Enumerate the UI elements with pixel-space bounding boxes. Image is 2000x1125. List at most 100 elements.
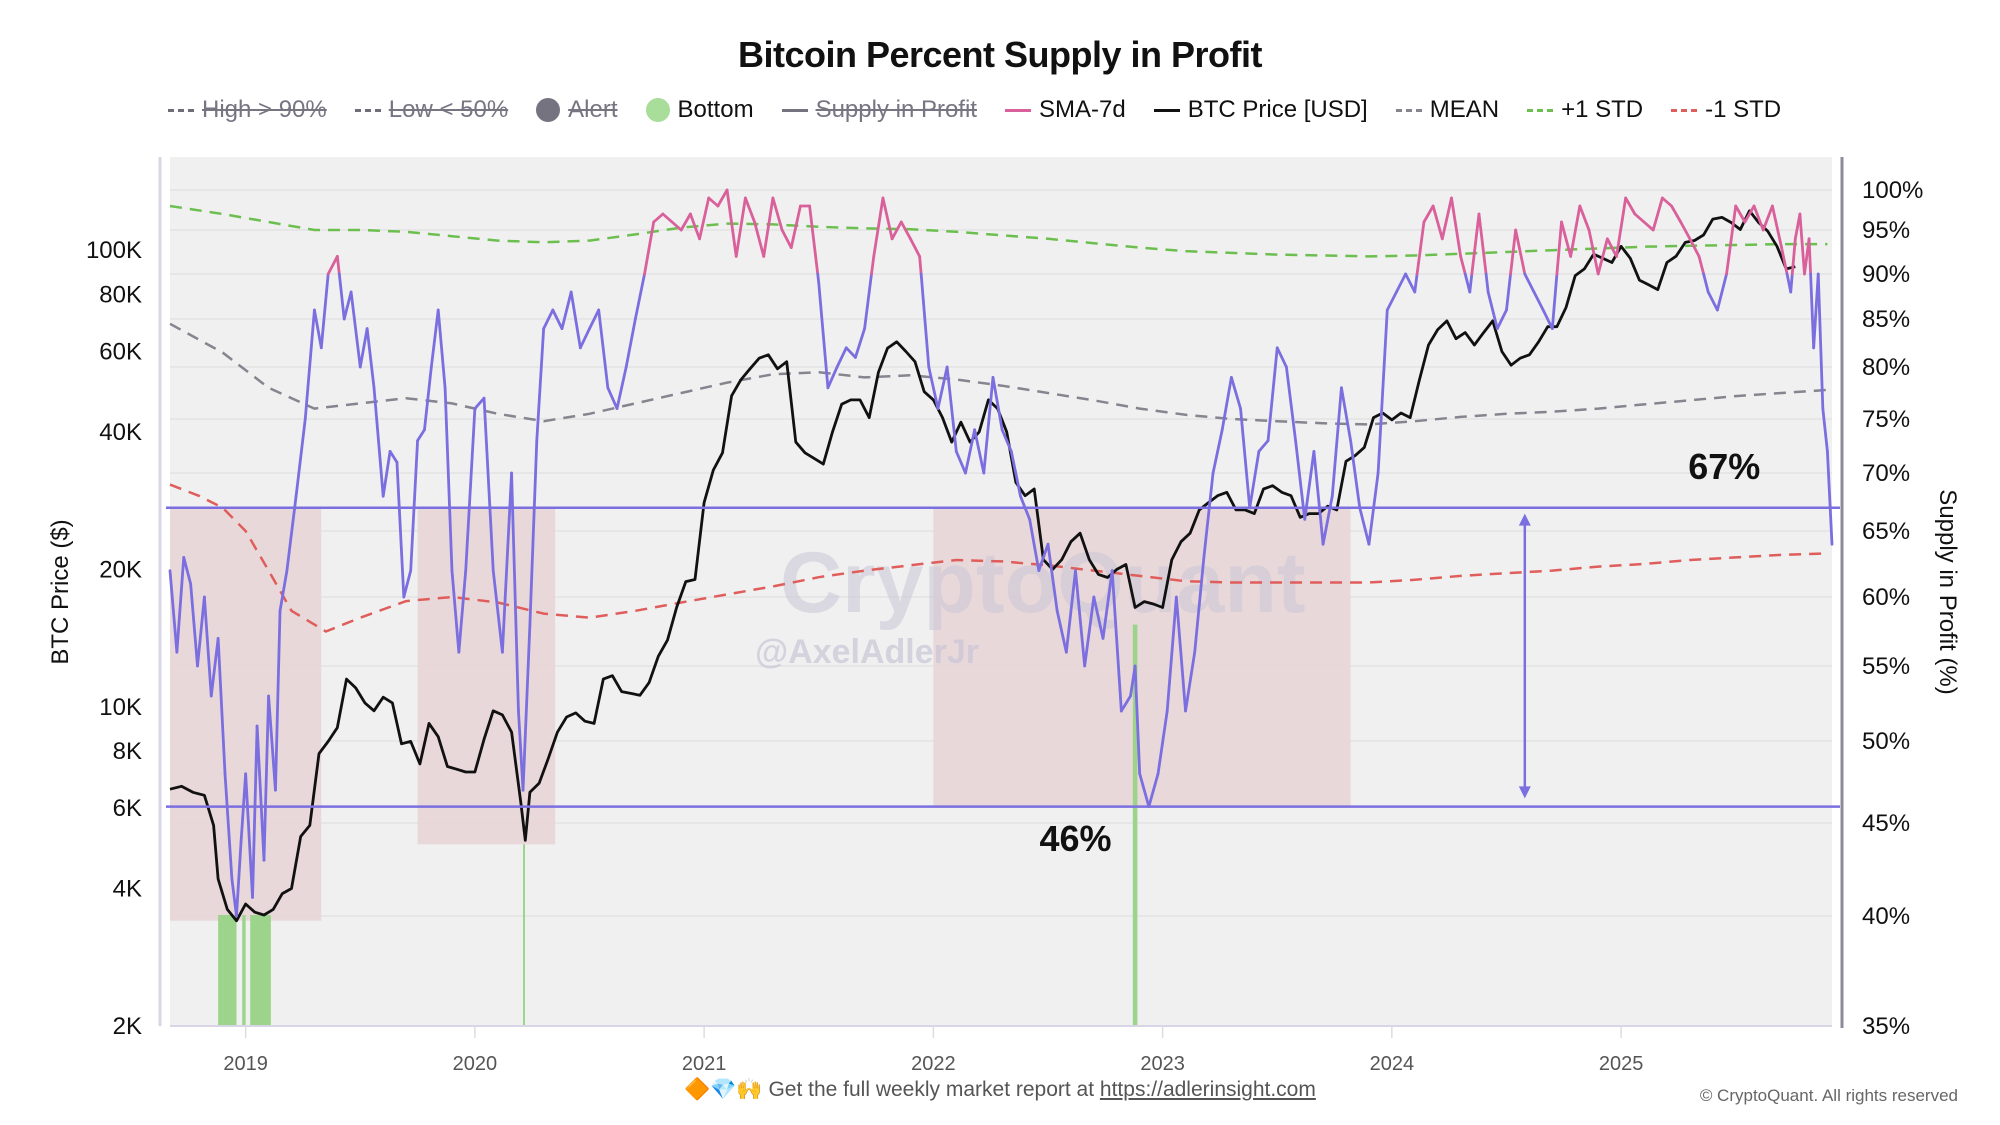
sma-segment (919, 272, 931, 369)
y2-tick-label: 45% (1862, 810, 1910, 837)
sma-segment (1404, 272, 1417, 294)
sma-segment (1376, 308, 1389, 475)
sma-segment (1211, 428, 1224, 475)
legend-item-plus-std[interactable]: +1 STD (1527, 96, 1643, 124)
sma-segment (216, 637, 227, 776)
sma-segment-high (326, 254, 339, 276)
legend-item-btc-price[interactable]: BTC Price [USD] (1153, 96, 1368, 124)
sma-segment-high (1798, 212, 1806, 276)
legend-item-supply-in-profit[interactable]: Supply in Profit (781, 96, 977, 124)
annotation-label: 67% (1688, 446, 1760, 487)
sma-segment (1495, 308, 1508, 331)
y2-tick-label: 85% (1862, 306, 1910, 333)
legend-item-high[interactable]: High > 90% (168, 96, 327, 124)
sma-segment-high (1642, 220, 1655, 232)
sma-segment-high (1633, 212, 1646, 224)
sma-segment (1165, 595, 1178, 713)
sma-segment (1541, 308, 1554, 331)
legend-item-minus-std[interactable]: -1 STD (1671, 96, 1781, 124)
y2-tick-label: 40% (1862, 903, 1910, 930)
y2-tick-label: 100% (1862, 177, 1923, 204)
sma-segment (624, 317, 637, 369)
left-axis-title: BTC Price ($) (47, 519, 74, 664)
copyright: © CryptoQuant. All rights reserved (1699, 1086, 1958, 1105)
sma-segment (1266, 346, 1279, 443)
sma-segment (255, 724, 266, 862)
sma-segment (1229, 375, 1242, 411)
dot-swatch-icon (536, 98, 561, 122)
legend-item-bottom[interactable]: Bottom (645, 96, 754, 124)
sma-segment (409, 439, 419, 572)
sma-segment-high (918, 254, 923, 276)
sma-segment-high (1514, 228, 1527, 276)
bottom-signal-bar (523, 844, 526, 1026)
sma-segment (521, 623, 532, 792)
watermark-author: @AxelAdlerJr (755, 633, 979, 671)
btc-price-series (169, 209, 1796, 923)
sma-segment (1821, 407, 1829, 453)
legend-item-mean[interactable]: MEAN (1395, 96, 1500, 124)
legend-item-low[interactable]: Low < 50% (354, 96, 508, 124)
shaded-zone (933, 507, 1351, 807)
sma-segment-high (716, 188, 729, 208)
legend-label: MEAN (1429, 96, 1500, 123)
sma-segment-high (870, 254, 876, 276)
sma-segment (863, 272, 873, 331)
bottom-signal-bar (218, 915, 237, 1026)
sma-segment (1330, 386, 1343, 498)
sma-segment (1285, 365, 1297, 443)
legend: High > 90% Low < 50% Alert Bottom Supply… (168, 96, 1809, 124)
sma-segment (1294, 439, 1307, 521)
sma-segment (196, 595, 206, 668)
sma-segment (319, 272, 330, 350)
sma-segment-high (1440, 196, 1453, 241)
sma-segment (982, 375, 995, 475)
x-tick-label: 2020 (453, 1053, 498, 1075)
sma-segment (954, 449, 967, 475)
sma-segment-high (1587, 228, 1600, 276)
legend-label: Alert (568, 96, 618, 123)
sma-7d-series (168, 188, 1834, 918)
bottom-signal-bar (250, 915, 271, 1026)
sma-segment (817, 281, 830, 390)
sma-segment (182, 556, 193, 586)
footer-link[interactable]: https://adlerinsight.com (1099, 1078, 1316, 1101)
sma-segment (342, 290, 353, 321)
x-tick-label: 2025 (1599, 1053, 1644, 1075)
sma-segment (1184, 650, 1197, 713)
sma-segment (1385, 290, 1398, 312)
sma-segment (274, 609, 282, 792)
sma-segment (854, 327, 867, 359)
legend-item-alert[interactable]: Alert (536, 96, 618, 124)
sma-segment (278, 569, 289, 613)
sma-segment-high (1697, 254, 1706, 276)
btc-price-line (169, 209, 1796, 923)
sma-segment-high (1509, 228, 1518, 276)
legend-label: SMA-7d (1038, 96, 1126, 123)
sma-segment-high (789, 204, 802, 250)
legend-label: BTC Price [USD] (1187, 96, 1368, 123)
sma-segment (1156, 709, 1169, 776)
sma-segment-high (652, 212, 665, 224)
sma-segment (1037, 542, 1050, 572)
shaded-zones (170, 507, 1351, 921)
sma-segment-high (688, 212, 701, 241)
std-bands (169, 204, 1828, 633)
legend-item-sma-7d[interactable]: SMA-7d (1004, 96, 1126, 124)
sma-segment (835, 346, 848, 369)
bottom-signal-bar (1132, 624, 1138, 1026)
sma-segment-high (1624, 196, 1637, 216)
sma-segment (491, 569, 504, 654)
sma-segment (1702, 272, 1710, 294)
annotations: 67% 46% (1039, 446, 1760, 859)
right-axis-title: Supply in Profit (%) (1934, 489, 1961, 694)
minus-std-line (169, 483, 1828, 633)
range-arrow (1518, 513, 1531, 799)
sma-segment (1055, 609, 1068, 654)
sma-segment (1046, 542, 1059, 613)
sma-segment (1147, 772, 1160, 808)
sma-segment-high (743, 196, 756, 224)
sma-segment (1789, 272, 1794, 294)
sma-segment-high (707, 196, 720, 208)
shaded-zone (417, 507, 556, 845)
